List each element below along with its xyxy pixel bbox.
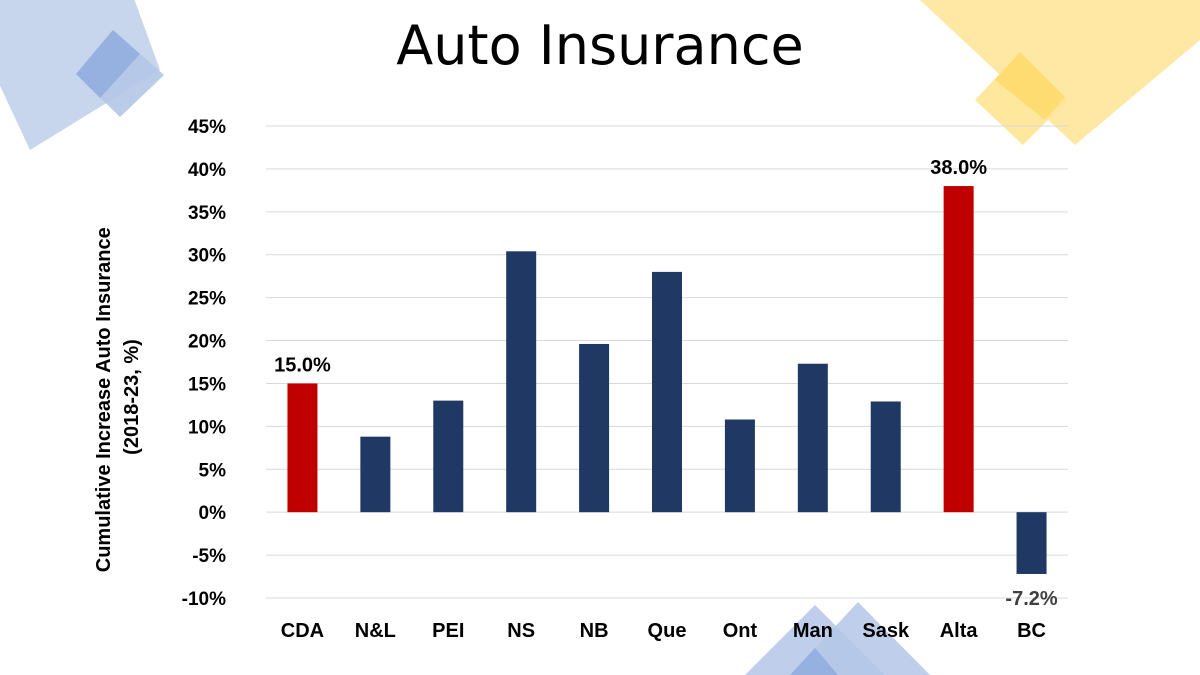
y-tick-label: 35% xyxy=(188,203,226,224)
x-tick-label: CDA xyxy=(281,620,324,642)
bar-que xyxy=(652,271,682,513)
y-tick-label: 5% xyxy=(199,460,227,481)
bar-nl xyxy=(360,436,391,513)
bar-man xyxy=(797,363,828,513)
bar-pei xyxy=(433,400,464,513)
x-tick-label: Man xyxy=(793,620,833,642)
bar-cda xyxy=(287,383,318,513)
data-label: -7.2% xyxy=(1005,588,1057,610)
bar-nb xyxy=(579,343,610,513)
data-label: 15.0% xyxy=(274,354,331,376)
y-tick-label: 20% xyxy=(188,332,226,353)
x-tick-label: Sask xyxy=(862,620,910,642)
x-tick-label: NS xyxy=(507,620,535,642)
x-tick-label: NB xyxy=(580,620,609,642)
x-tick-label: Ont xyxy=(723,620,758,642)
y-tick-label: 25% xyxy=(188,289,226,310)
y-tick-label: 30% xyxy=(188,246,226,267)
x-tick-label: Que xyxy=(648,620,687,642)
deco-diamond-bottom-right xyxy=(790,602,930,675)
y-axis-label-line-1: Cumulative Increase Auto Insurance xyxy=(93,227,115,572)
x-tick-label: BC xyxy=(1017,620,1046,642)
y-tick-label: -10% xyxy=(182,589,226,610)
page-title: Auto Insurance xyxy=(396,14,804,77)
y-tick-label: -5% xyxy=(192,546,226,567)
bar-sask xyxy=(870,401,901,513)
y-axis-label: Cumulative Increase Auto Insurance (2018… xyxy=(93,222,143,572)
y-tick-label: 0% xyxy=(199,503,227,524)
deco-diamond-bottom-overlap xyxy=(790,648,838,675)
x-tick-label: N&L xyxy=(355,620,396,642)
bars-layer xyxy=(287,186,1047,574)
deco-diamond-top-right-large xyxy=(920,0,1200,145)
labels-layer: -10% -5% 0% 5% 10% 15% 20% 25% 30% 35% 40% 45% CDA 15… xyxy=(182,117,1058,642)
y-tick-label: 45% xyxy=(188,117,226,138)
bar-ont xyxy=(724,419,755,513)
y-tick-label: 10% xyxy=(188,417,226,438)
deco-diamond-top-right-overlap xyxy=(995,52,1065,120)
deco-diamond-top-left-overlap xyxy=(76,30,140,98)
y-tick-label: 15% xyxy=(188,374,226,395)
y-tick-label: 40% xyxy=(188,160,226,181)
x-tick-label: Alta xyxy=(940,620,979,642)
bar-ns xyxy=(506,251,537,513)
data-label: 38.0% xyxy=(930,157,987,179)
x-tick-label: PEI xyxy=(432,620,464,642)
bar-alta xyxy=(943,186,974,513)
y-axis-label-line-2: (2018-23, %) xyxy=(121,339,143,455)
bar-bc xyxy=(1016,512,1047,574)
